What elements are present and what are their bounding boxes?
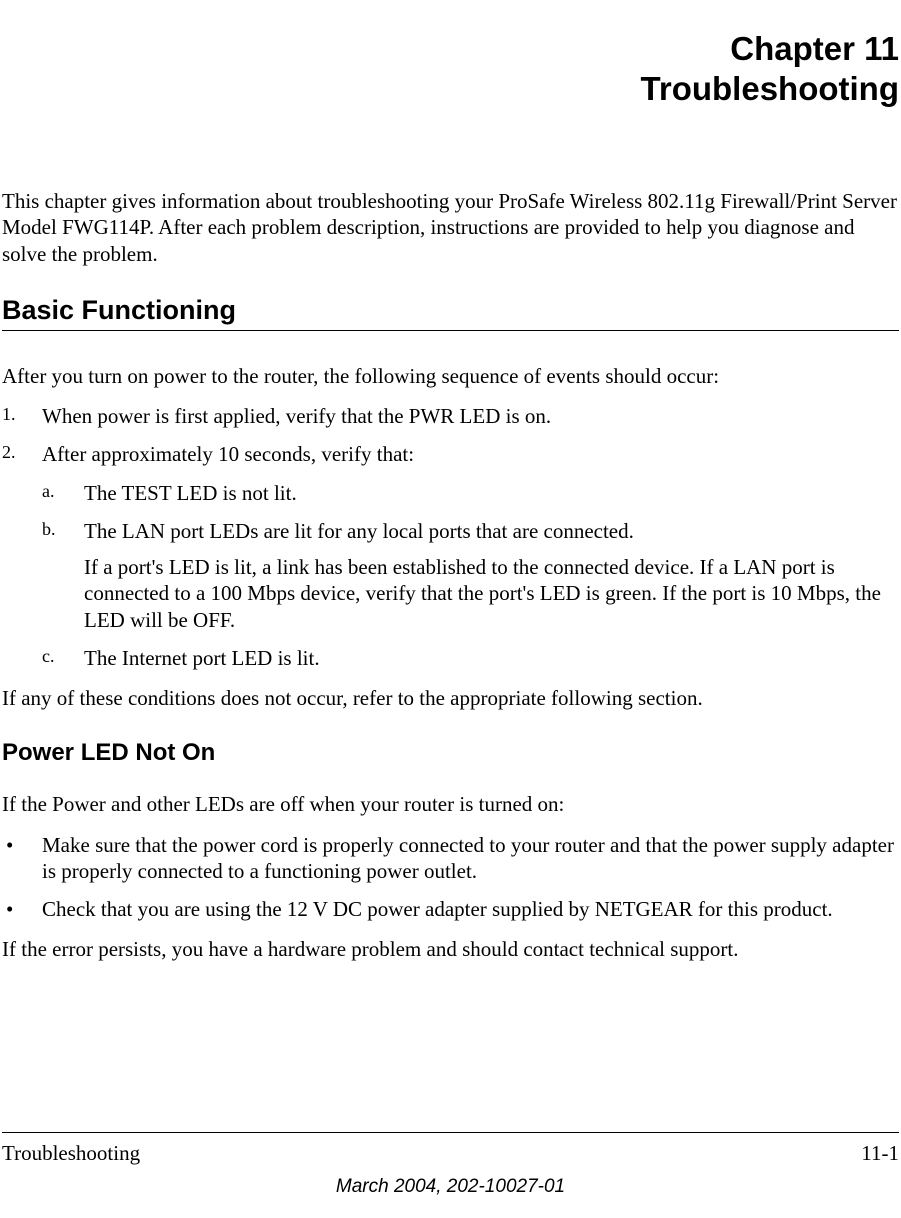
- section1-lead-text: After you turn on power to the router, t…: [2, 363, 899, 389]
- sub-list-marker: b.: [42, 518, 56, 541]
- chapter-number: Chapter 11: [2, 30, 899, 68]
- sub-list-item-text: The TEST LED is not lit.: [84, 481, 297, 505]
- chapter-header: Chapter 11 Troubleshooting: [2, 30, 899, 108]
- bullet-marker: •: [6, 896, 13, 922]
- subsection-heading-power-led: Power LED Not On: [2, 739, 899, 767]
- sub-list-item-text: The Internet port LED is lit.: [84, 646, 320, 670]
- list-item: 2. After approximately 10 seconds, verif…: [2, 441, 899, 671]
- footer-center: March 2004, 202-10027-01: [2, 1176, 899, 1198]
- chapter-title: Troubleshooting: [2, 70, 899, 108]
- footer-left: Troubleshooting: [2, 1141, 140, 1166]
- section2-lead-text: If the Power and other LEDs are off when…: [2, 791, 899, 817]
- list-item: 1. When power is first applied, verify t…: [2, 403, 899, 429]
- sub-list-item: a. The TEST LED is not lit.: [42, 480, 899, 506]
- section1-trail-text: If any of these conditions does not occu…: [2, 685, 899, 711]
- list-marker: 2.: [2, 441, 16, 464]
- sub-list-item-text: The LAN port LEDs are lit for any local …: [84, 519, 634, 543]
- section-heading-basic-functioning: Basic Functioning: [2, 295, 899, 331]
- bullet-marker: •: [6, 832, 13, 858]
- footer-row: Troubleshooting 11-1: [2, 1141, 899, 1166]
- footer-divider: [2, 1132, 899, 1133]
- bullet-item-text: Check that you are using the 12 V DC pow…: [42, 897, 833, 921]
- section1-sub-list: a. The TEST LED is not lit. b. The LAN p…: [42, 480, 899, 672]
- list-marker: 1.: [2, 403, 16, 426]
- section2-bullet-list: • Make sure that the power cord is prope…: [2, 832, 899, 923]
- footer-right: 11-1: [861, 1141, 899, 1166]
- section1-ordered-list: 1. When power is first applied, verify t…: [2, 403, 899, 671]
- sub-list-marker: a.: [42, 480, 55, 503]
- sub-list-marker: c.: [42, 645, 55, 668]
- page-footer: Troubleshooting 11-1 March 2004, 202-100…: [2, 1132, 899, 1198]
- bullet-item: • Check that you are using the 12 V DC p…: [2, 896, 899, 922]
- list-item-text: After approximately 10 seconds, verify t…: [42, 442, 414, 466]
- sub-list-item-body: If a port's LED is lit, a link has been …: [84, 554, 899, 633]
- section2-trail-text: If the error persists, you have a hardwa…: [2, 936, 899, 962]
- bullet-item-text: Make sure that the power cord is properl…: [42, 833, 894, 883]
- sub-list-item: c. The Internet port LED is lit.: [42, 645, 899, 671]
- sub-list-item: b. The LAN port LEDs are lit for any loc…: [42, 518, 899, 633]
- intro-paragraph: This chapter gives information about tro…: [2, 188, 899, 267]
- bullet-item: • Make sure that the power cord is prope…: [2, 832, 899, 885]
- list-item-text: When power is first applied, verify that…: [42, 404, 551, 428]
